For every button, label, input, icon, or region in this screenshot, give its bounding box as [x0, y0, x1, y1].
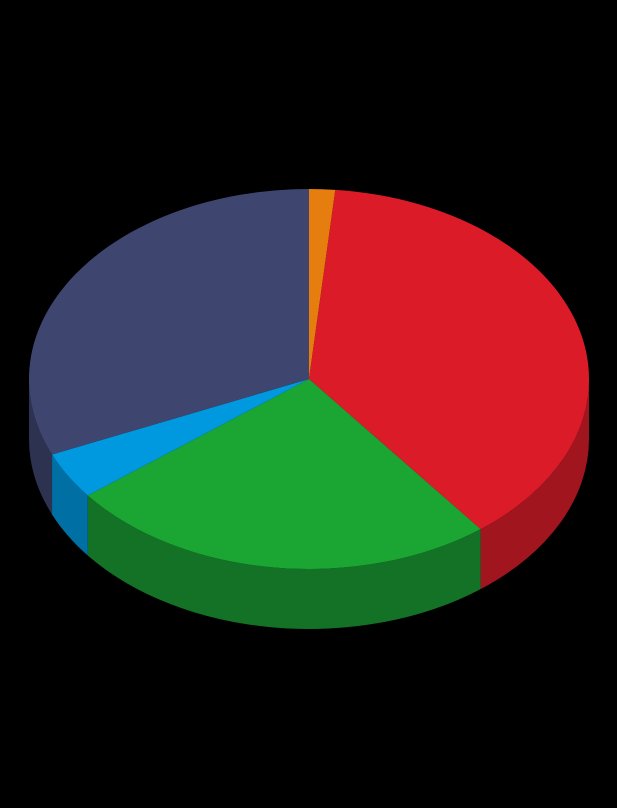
pie-chart-3d: [24, 119, 594, 689]
pie-top: [28, 189, 588, 569]
